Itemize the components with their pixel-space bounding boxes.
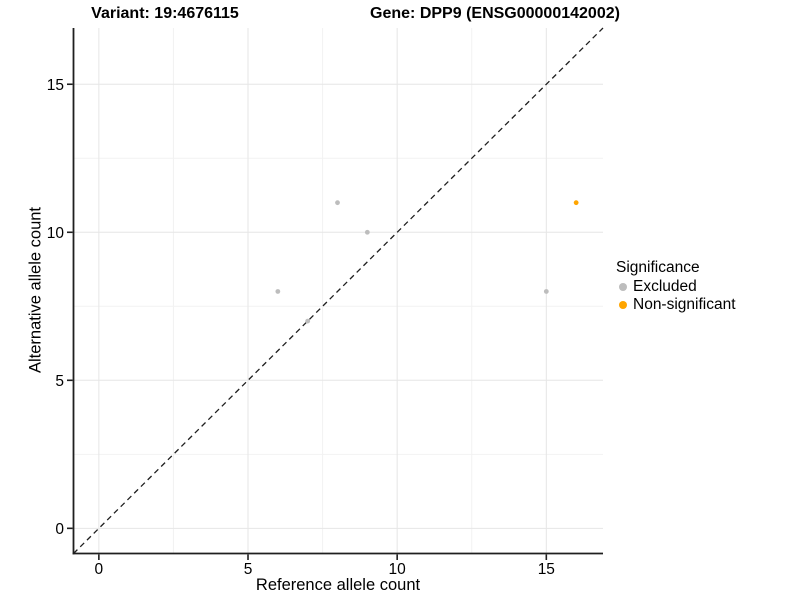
x-tick-label: 10 <box>389 561 407 578</box>
plot-title-gene: Gene: DPP9 (ENSG00000142002) <box>370 5 620 22</box>
identity-line <box>73 27 604 554</box>
legend-label-excluded: Excluded <box>633 278 697 295</box>
y-tick-label: 15 <box>47 77 64 94</box>
x-tick-label: 5 <box>244 561 253 578</box>
legend: Significance Excluded Non-significant <box>616 258 736 314</box>
plot-title-variant: Variant: 19:4676115 <box>91 5 239 22</box>
legend-label-non-significant: Non-significant <box>633 296 736 313</box>
data-point-excluded <box>364 229 370 235</box>
data-point-excluded <box>275 289 281 294</box>
legend-title: Significance <box>616 259 700 276</box>
y-tick-label: 10 <box>47 225 65 242</box>
y-axis-title: Alternative allele count <box>26 206 45 374</box>
x-axis-title: Reference allele count <box>255 576 421 594</box>
data-point-non-significant <box>573 200 579 206</box>
x-tick-label: 0 <box>95 561 104 578</box>
data-point-excluded <box>543 289 549 294</box>
x-tick-label: 15 <box>538 561 555 578</box>
y-tick-label: 0 <box>55 521 64 538</box>
data-point-excluded <box>305 318 311 324</box>
y-tick-label: 5 <box>55 373 64 390</box>
legend-swatch-non-significant <box>619 301 627 309</box>
legend-item-non-significant: Non-significant <box>616 296 736 314</box>
legend-item-excluded: Excluded <box>616 278 736 296</box>
legend-swatch-excluded <box>619 283 627 291</box>
data-point-excluded <box>335 200 340 206</box>
